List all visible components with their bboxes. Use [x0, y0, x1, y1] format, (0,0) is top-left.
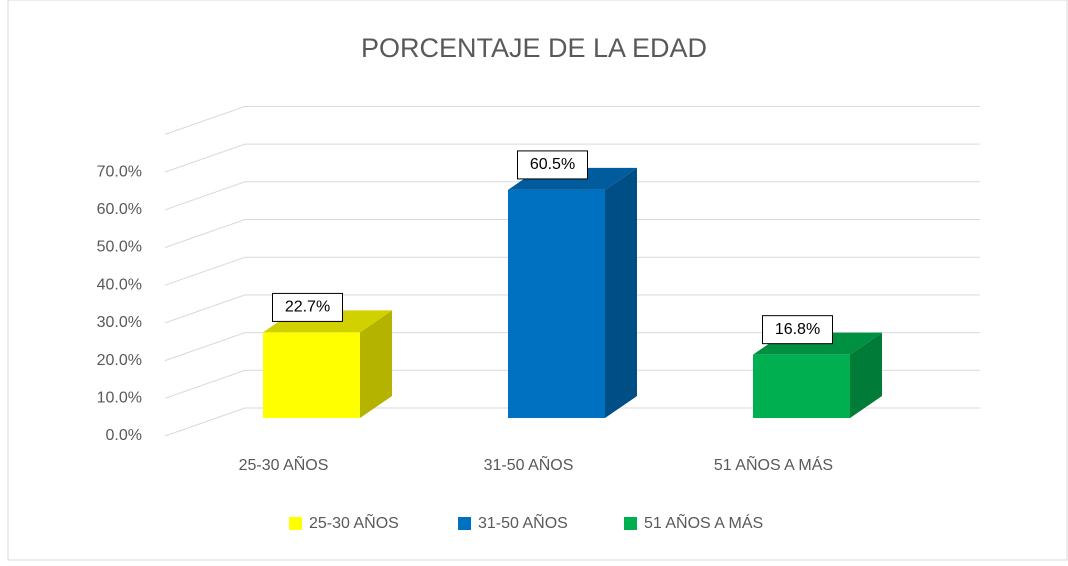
wall-top: [164, 105, 980, 135]
grid-line: [164, 143, 980, 173]
bar-side: [605, 167, 637, 418]
legend-label: 51 AÑOS A MÁS: [644, 512, 763, 532]
y-tick-label: 30.0%: [97, 314, 142, 331]
legend-swatch: [624, 517, 637, 530]
legend-swatch: [458, 517, 471, 530]
y-tick-label: 0.0%: [106, 427, 142, 444]
value-label: 16.8%: [775, 321, 820, 338]
x-tick-label: 31-50 AÑOS: [484, 454, 574, 474]
legend-label: 25-30 AÑOS: [309, 512, 399, 532]
grid-line: [164, 219, 980, 248]
grid-line: [164, 294, 980, 324]
grid-line: [164, 369, 980, 399]
y-tick-label: 20.0%: [97, 352, 142, 369]
y-tick-label: 40.0%: [97, 276, 142, 293]
value-label-box: [517, 150, 588, 180]
y-tick-label: 10.0%: [97, 390, 142, 407]
bar: [508, 189, 605, 418]
bar: [263, 332, 360, 418]
y-tick-label: 60.0%: [97, 201, 142, 218]
grid-line: [164, 332, 980, 362]
value-label-box: [762, 315, 833, 345]
grid-line: [164, 181, 980, 211]
value-label: 22.7%: [285, 299, 330, 316]
value-label-box: [272, 292, 343, 322]
bar: [753, 354, 850, 418]
grid-line: [164, 256, 980, 286]
y-tick-label: 50.0%: [97, 239, 142, 256]
chart-title: PORCENTAJE DE LA EDAD: [361, 33, 707, 63]
grid-line: [164, 407, 980, 437]
x-tick-label: 25-30 AÑOS: [239, 454, 329, 474]
y-tick-label: 70.0%: [97, 163, 142, 180]
legend-label: 31-50 AÑOS: [478, 512, 568, 532]
value-label: 60.5%: [530, 156, 575, 173]
bar-side: [360, 310, 392, 418]
bar-side: [850, 332, 882, 418]
legend-swatch: [289, 517, 302, 530]
x-tick-label: 51 AÑOS A MÁS: [714, 454, 833, 474]
